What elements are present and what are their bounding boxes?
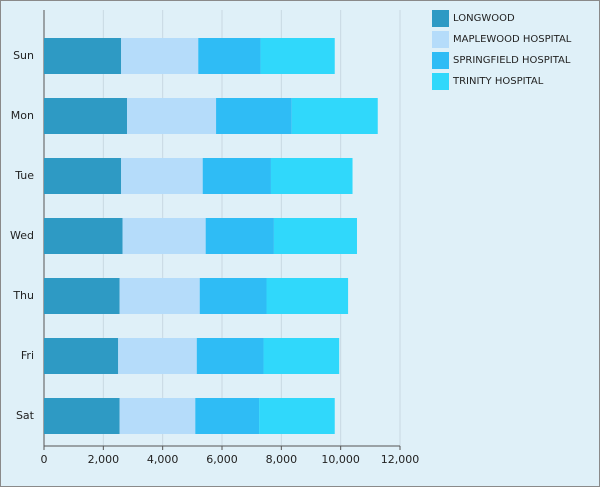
bar-segment [118,338,197,374]
y-tick-label: Wed [10,229,34,242]
legend-label: LONGWOOD [453,13,515,24]
x-tick-label: 8,000 [266,453,298,466]
bar-segment [122,218,206,254]
bar-segment [270,158,353,194]
bar-segment [205,218,274,254]
bar-segment [44,338,119,374]
x-tick-label: 12,000 [381,453,420,466]
bar-segment [199,278,267,314]
bar-segment [44,38,122,74]
y-tick-label: Thu [12,289,34,302]
bar-segment [121,38,199,74]
bar-segment [263,338,340,374]
bar-segment [198,38,261,74]
x-tick-label: 0 [41,453,48,466]
bar-segment [195,398,260,434]
bar-segment [291,98,378,134]
bar-segment [196,338,264,374]
legend-swatch [432,73,449,90]
legend-swatch [432,52,449,69]
bar-segment [260,38,335,74]
legend-label: TRINITY HOSPITAL [452,76,544,87]
legend-label: MAPLEWOOD HOSPITAL [453,34,572,45]
bar-segment [216,98,292,134]
bar-segment [44,98,128,134]
bar-segment [127,98,217,134]
bar-segment [119,278,200,314]
bar-segment [44,218,123,254]
x-tick-label: 4,000 [147,453,179,466]
legend-swatch [432,10,449,27]
bar-segment [273,218,357,254]
bar-segment [44,398,120,434]
bar-segment [44,278,120,314]
legend-swatch [432,31,449,48]
bar-segment [202,158,271,194]
y-tick-label: Fri [21,349,34,362]
y-tick-label: Sat [16,409,35,422]
y-tick-label: Tue [14,169,34,182]
legend-label: SPRINGFIELD HOSPITAL [453,55,571,66]
bar-segment [121,158,203,194]
bar-segment [44,158,122,194]
bar-segment [119,398,196,434]
x-tick-label: 10,000 [321,453,360,466]
bar-segment [266,278,349,314]
y-tick-label: Mon [11,109,34,122]
x-tick-label: 2,000 [88,453,120,466]
x-tick-label: 6,000 [206,453,238,466]
bar-segment [259,398,335,434]
y-tick-label: Sun [13,49,34,62]
